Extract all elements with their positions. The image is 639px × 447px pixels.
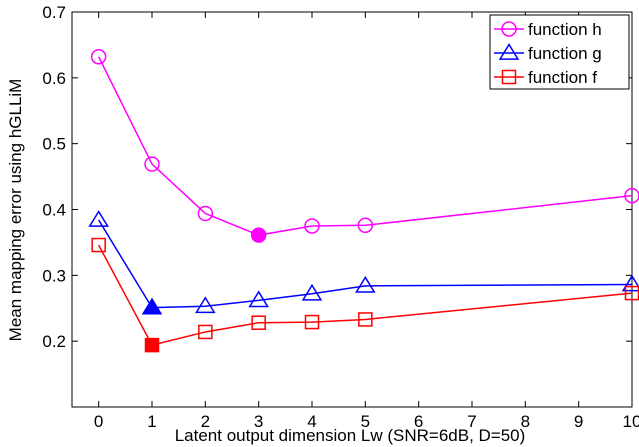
data-point-triangle (248, 290, 269, 308)
data-point-circle (144, 156, 160, 172)
x-tick-label: 2 (201, 412, 210, 431)
data-point-circle (357, 217, 374, 234)
x-tick-label: 0 (94, 412, 103, 431)
legend-label: function h (528, 20, 602, 39)
x-tick-label: 7 (467, 412, 476, 431)
legend-marker-circle (501, 21, 517, 37)
legend-label: function g (528, 44, 602, 63)
x-tick-label: 4 (307, 412, 316, 431)
data-point-circle (197, 205, 214, 222)
axis-ticks: 0 1 2 3 4 5 6 7 8 9 10 0.2 0.3 0.4 0.5 0.6 0.7 (42, 3, 639, 431)
y-tick-label: 0.6 (42, 69, 66, 88)
data-point-square (358, 312, 373, 327)
y-tick-label: 0.4 (42, 201, 66, 220)
legend-marker-square (501, 69, 517, 85)
data-point-triangle (141, 297, 163, 315)
legend-marker-triangle (498, 43, 520, 60)
x-tick-label: 8 (521, 412, 530, 431)
data-point-square (198, 324, 213, 340)
data-point-triangle (88, 210, 109, 227)
y-tick-label: 0.2 (42, 332, 66, 351)
y-tick-label: 0.5 (42, 135, 66, 154)
data-point-triangle (195, 296, 216, 314)
x-tick-label: 3 (254, 412, 263, 431)
x-tick-label: 10 (623, 412, 639, 431)
data-point-triangle (621, 274, 639, 292)
series-markers (88, 49, 639, 353)
data-point-circle (90, 49, 107, 65)
legend: function h function g function f (489, 14, 630, 90)
x-tick-label: 1 (147, 412, 156, 431)
data-point-triangle (355, 275, 376, 293)
data-point-square (304, 314, 320, 330)
y-tick-label: 0.7 (42, 3, 66, 22)
data-point-square (144, 337, 160, 353)
x-axis-label: Latent output dimension Lw (SNR=6dB, D=5… (175, 426, 526, 445)
data-point-square (251, 315, 266, 330)
legend-label: function f (528, 68, 597, 87)
data-point-circle (304, 218, 320, 234)
data-point-circle (624, 187, 639, 204)
data-point-triangle (301, 283, 323, 301)
x-tick-label: 5 (361, 412, 370, 431)
y-axis-label: Mean mapping error using hGLLiM (6, 79, 25, 342)
data-point-circle (250, 227, 267, 243)
data-point-square (91, 237, 106, 253)
x-tick-label: 9 (574, 412, 583, 431)
y-tick-label: 0.3 (42, 266, 66, 285)
x-tick-label: 6 (414, 412, 423, 431)
